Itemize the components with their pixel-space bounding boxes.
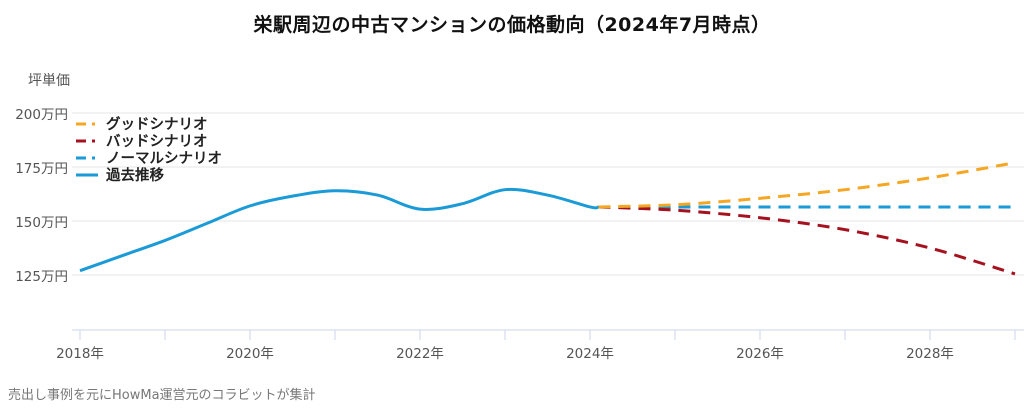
chart-title: 栄駅周辺の中古マンションの価格動向（2024年7月時点） bbox=[253, 14, 771, 36]
y-tick-label: 150万円 bbox=[15, 215, 68, 231]
y-tick-label: 125万円 bbox=[15, 269, 68, 285]
legend-item-bad[interactable]: バッドシナリオ bbox=[76, 132, 222, 150]
x-tick-label: 2018年 bbox=[56, 346, 104, 362]
legend: グッドシナリオ バッドシナリオ ノーマルシナリオ 過去推移 bbox=[76, 115, 222, 184]
series-line-history bbox=[79, 187, 599, 273]
x-tick-label: 2026年 bbox=[736, 346, 784, 362]
legend-label: 過去推移 bbox=[106, 168, 164, 184]
legend-swatch-icon bbox=[76, 121, 98, 127]
legend-label: ノーマルシナリオ bbox=[106, 151, 222, 167]
x-tick-label: 2022年 bbox=[396, 346, 444, 362]
series-line-bad bbox=[598, 205, 1016, 276]
y-tick-label: 175万円 bbox=[15, 161, 68, 177]
legend-label: グッドシナリオ bbox=[106, 117, 208, 133]
legend-item-normal[interactable]: ノーマルシナリオ bbox=[76, 149, 222, 167]
x-tick-label: 2024年 bbox=[566, 346, 614, 362]
y-axis-label: 坪単価 bbox=[28, 73, 70, 89]
source-note: 売出し事例を元にHowMa運営元のコラビットが集計 bbox=[8, 388, 316, 403]
series-line-good bbox=[598, 161, 1016, 209]
legend-label: バッドシナリオ bbox=[106, 134, 208, 150]
legend-item-history[interactable]: 過去推移 bbox=[76, 166, 222, 184]
legend-swatch-icon bbox=[76, 155, 98, 161]
legend-item-good[interactable]: グッドシナリオ bbox=[76, 115, 222, 133]
y-tick-label: 200万円 bbox=[15, 107, 68, 123]
x-tick-label: 2028年 bbox=[906, 346, 954, 362]
legend-swatch-icon bbox=[76, 138, 98, 144]
legend-swatch-icon bbox=[76, 172, 98, 178]
x-tick-label: 2020年 bbox=[226, 346, 274, 362]
